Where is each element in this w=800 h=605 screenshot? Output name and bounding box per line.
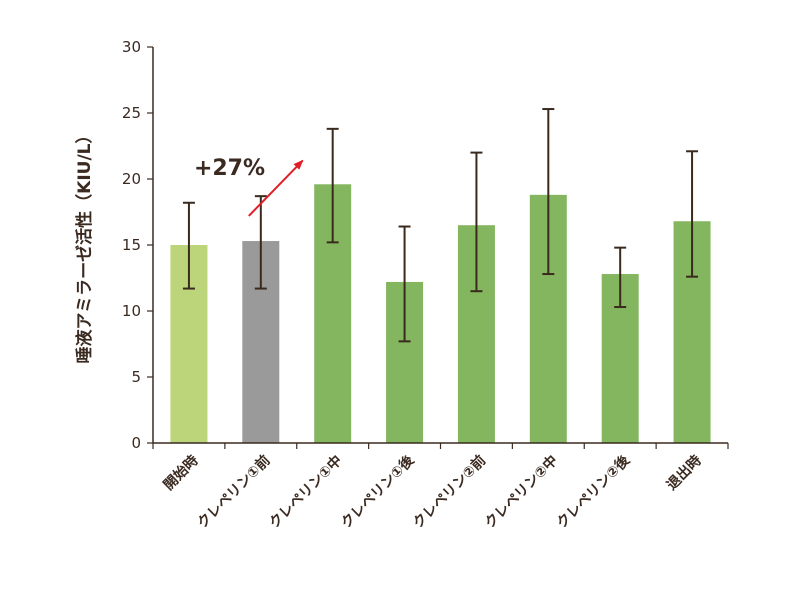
category-label-4: クレペリン②前 [409,452,489,532]
category-label-1: クレペリン①前 [194,452,274,532]
category-label-3: クレペリン①後 [338,451,419,532]
category-label-7: 退出時 [663,452,705,494]
error-bar-5 [542,108,555,276]
annotation-label: +27% [194,156,265,181]
error-bar-0 [182,201,195,290]
error-bar-2 [326,127,339,244]
y-axis-label: 唾液アミラーゼ活性（KIU/L） [74,126,95,363]
category-label-6: クレペリン②後 [553,451,634,532]
error-bar-7 [686,150,699,278]
y-tick-label-5: 25 [122,104,141,122]
category-label-5: クレペリン②中 [481,452,561,532]
y-tick-label-3: 15 [122,236,141,254]
annotation-arrow [248,159,304,217]
error-bar-6 [614,246,627,309]
error-bar-1 [254,195,267,290]
y-tick-label-2: 10 [122,302,141,320]
category-label-0: 開始時 [160,452,202,494]
y-tick-label-1: 5 [131,368,141,386]
error-bar-4 [470,151,483,293]
y-tick-label-6: 30 [122,38,141,56]
y-tick-label-4: 20 [122,170,141,188]
category-label-2: クレペリン①中 [266,452,346,532]
error-bar-3 [398,225,411,343]
y-tick-label-0: 0 [131,434,141,452]
